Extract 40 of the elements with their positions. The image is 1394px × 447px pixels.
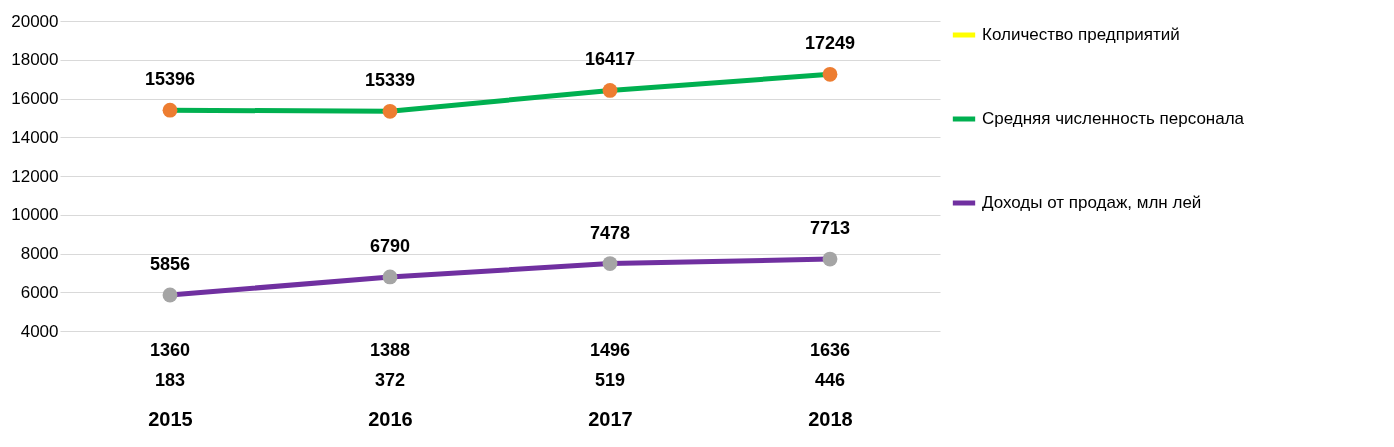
text: 1496 [589, 340, 631, 360]
y-tick-label: 6000 [20, 282, 59, 302]
text: 372 [374, 370, 406, 390]
x-tick-label: 2018 [808, 407, 853, 430]
y-tick-label: 16000 [11, 89, 59, 108]
point [162, 102, 178, 118]
data-label: 6790 [369, 235, 411, 256]
legend-label: Количество предприятий [982, 25, 1180, 44]
y-tick-label: 18000 [11, 50, 59, 70]
text: 183 [154, 370, 186, 390]
point [822, 66, 838, 82]
y-tick-label: 20000 [11, 11, 59, 31]
y-tick-label: 8000 [20, 244, 59, 263]
point [602, 256, 618, 272]
y-tick-label: 14000 [11, 127, 59, 147]
text: 446 [814, 370, 846, 390]
point [382, 103, 398, 119]
data-label: 15339 [364, 70, 416, 91]
text: 1360 [149, 340, 191, 360]
data-label: 17249 [804, 33, 856, 54]
point [382, 269, 398, 285]
x-tick-label: 2017 [588, 407, 633, 430]
legend-label: Доходы от продаж, млн лей [982, 193, 1202, 212]
y-tick-label: 12000 [11, 166, 59, 186]
y-tick-label: 4000 [20, 321, 59, 341]
text: 519 [594, 370, 626, 390]
data-label: 16417 [584, 49, 636, 70]
text: 1388 [369, 340, 411, 360]
point [822, 251, 838, 267]
data-label: 7478 [589, 222, 631, 243]
x-tick-label: 2015 [148, 407, 193, 430]
y-tick-label: 10000 [11, 205, 59, 225]
data-label: 5856 [149, 254, 191, 275]
text: 1636 [809, 340, 851, 360]
x-tick-label: 2016 [368, 407, 413, 430]
data-label: 7713 [809, 218, 851, 239]
legend-label: Средняя численность персонала [982, 109, 1245, 128]
point [602, 83, 618, 98]
data-label: 15396 [144, 69, 196, 90]
point [162, 287, 178, 303]
